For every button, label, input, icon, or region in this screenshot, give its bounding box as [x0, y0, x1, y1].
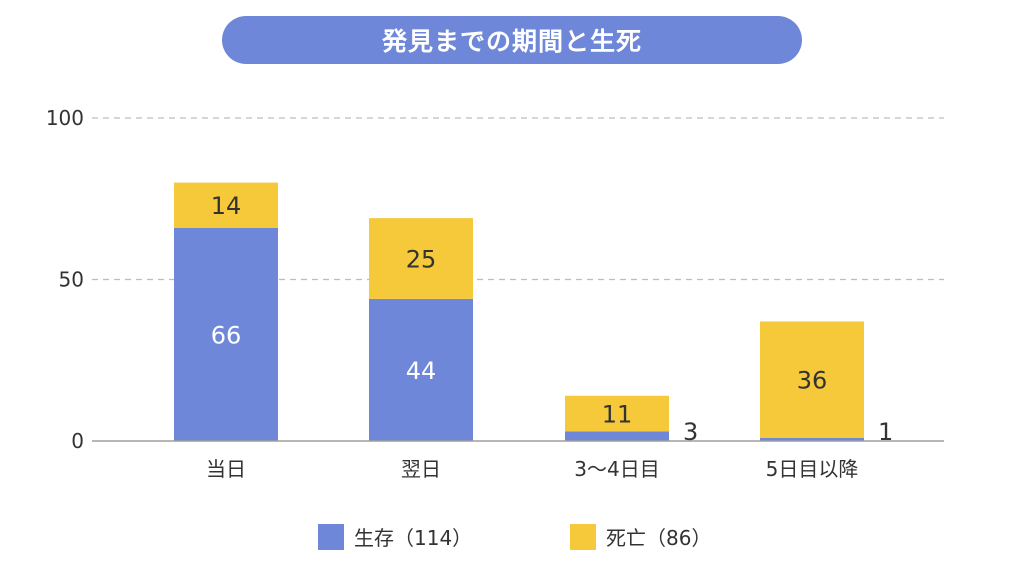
data-label-survival-3: 1	[878, 418, 893, 446]
data-label-survival-2: 3	[683, 418, 698, 446]
bar-death-2	[565, 395, 669, 432]
x-tick-label-1: 翌日	[401, 457, 441, 481]
data-label-death-0: 14	[211, 192, 242, 220]
bar-survival-2	[565, 431, 669, 441]
x-tick-label-0: 当日	[206, 457, 246, 481]
x-tick-label-3: 5日目以降	[766, 457, 859, 481]
data-label-death-3: 36	[797, 367, 828, 395]
bar-survival-3	[760, 437, 864, 441]
data-label-survival-0: 66	[211, 321, 242, 349]
legend-item-survival: 生存（114）	[318, 522, 472, 551]
data-label-death-2: 11	[602, 401, 633, 429]
data-label-survival-1: 44	[406, 357, 437, 385]
legend: 生存（114） 死亡（86）	[0, 522, 1024, 552]
y-tick-label-0: 0	[71, 429, 84, 453]
legend-swatch-survival	[318, 523, 344, 550]
x-tick-label-2: 3〜4日目	[574, 457, 659, 481]
legend-label-death: 死亡（86）	[606, 526, 712, 550]
bar-survival-0	[174, 227, 278, 441]
legend-label-survival: 生存（114）	[354, 526, 473, 550]
bar-death-0	[174, 182, 278, 228]
y-tick-label-50: 50	[59, 268, 84, 292]
bar-death-1	[369, 218, 473, 299]
bar-death-3	[760, 321, 864, 438]
data-label-death-1: 25	[406, 246, 437, 274]
y-tick-label-100: 100	[46, 106, 84, 130]
legend-item-death: 死亡（86）	[570, 522, 711, 551]
legend-swatch-death	[570, 523, 596, 550]
bar-survival-1	[369, 298, 473, 441]
chart-title: 発見までの期間と生死	[222, 16, 802, 64]
